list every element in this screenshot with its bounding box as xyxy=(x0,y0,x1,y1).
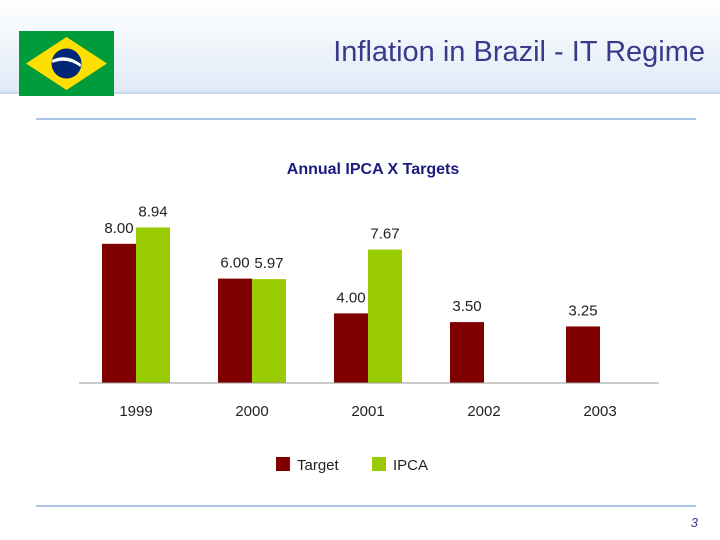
data-label-target-2002: 3.50 xyxy=(452,298,481,315)
data-label-target-1999: 8.00 xyxy=(104,220,133,237)
x-tick-label-2001: 2001 xyxy=(351,403,384,420)
data-label-ipca-2001: 7.67 xyxy=(370,226,399,243)
bar-target-2003 xyxy=(566,326,600,383)
legend-swatch-ipca xyxy=(372,457,386,471)
bar-ipca-2000 xyxy=(252,279,286,383)
top-divider xyxy=(36,118,696,120)
bar-target-2000 xyxy=(218,278,252,383)
x-tick-label-2003: 2003 xyxy=(583,403,616,420)
x-tick-labels: 1999 2000 2001 2002 2003 xyxy=(119,403,616,420)
legend-label-ipca: IPCA xyxy=(393,457,428,474)
x-tick-label-2000: 2000 xyxy=(235,403,268,420)
legend-label-target: Target xyxy=(297,457,340,474)
bar-ipca-1999 xyxy=(136,227,170,383)
bar-target-2001 xyxy=(334,313,368,383)
page-number: 3 xyxy=(690,515,698,530)
slide-title: Inflation in Brazil - IT Regime xyxy=(333,36,705,68)
legend-swatch-target xyxy=(276,457,290,471)
flag-globe xyxy=(51,48,82,79)
chart-title: Annual IPCA X Targets xyxy=(287,161,460,178)
bar-group: 8.00 8.94 6.00 5.97 4.00 7.67 3.50 3.25 xyxy=(102,203,600,383)
data-label-ipca-2000: 5.97 xyxy=(254,255,283,272)
data-label-target-2000: 6.00 xyxy=(220,255,249,272)
data-label-target-2001: 4.00 xyxy=(336,289,365,306)
legend: Target IPCA xyxy=(276,457,428,474)
bottom-divider xyxy=(36,505,696,507)
bar-target-1999 xyxy=(102,243,136,383)
flag-band xyxy=(52,57,81,67)
bar-target-2002 xyxy=(450,322,484,383)
bar-ipca-2001 xyxy=(368,249,402,383)
x-tick-label-2002: 2002 xyxy=(467,403,500,420)
data-label-ipca-1999: 8.94 xyxy=(138,203,167,220)
brazil-flag-icon xyxy=(19,31,114,96)
x-tick-label-1999: 1999 xyxy=(119,403,152,420)
header-band xyxy=(0,0,720,94)
data-label-target-2003: 3.25 xyxy=(568,302,597,319)
